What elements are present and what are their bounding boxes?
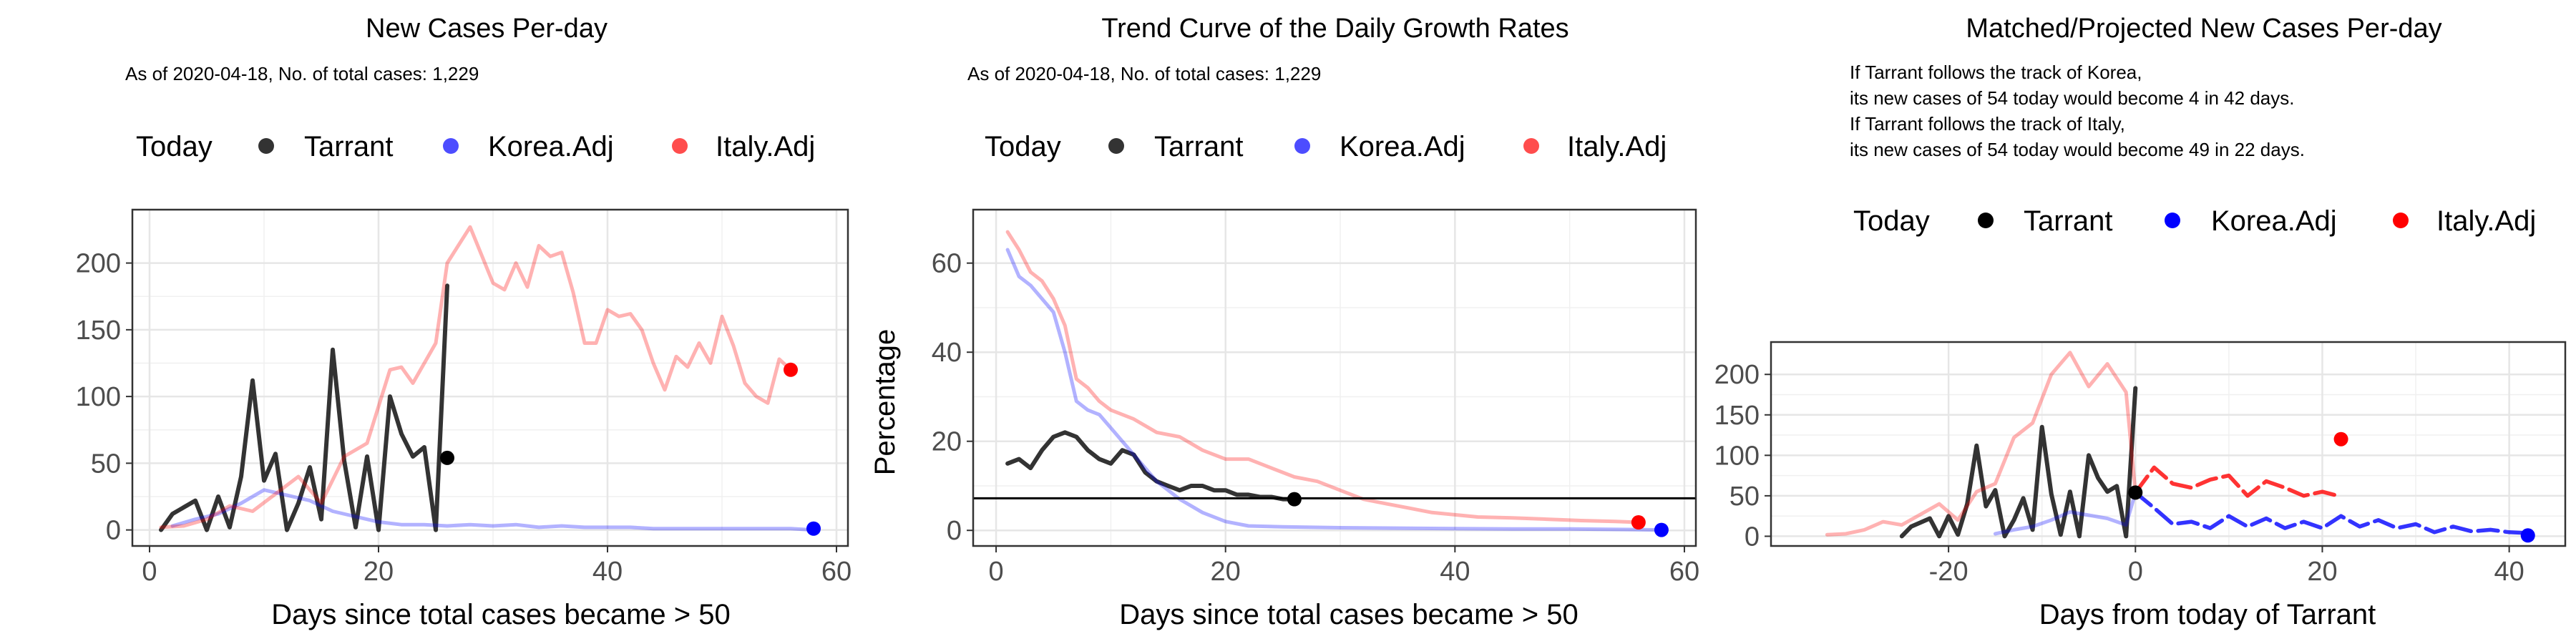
panel-3-legend: Today Tarrant Korea.Adj Italy.Adj — [1853, 205, 2536, 237]
plot-frame — [1770, 341, 2567, 547]
legend-tarrant-marker — [1108, 138, 1124, 154]
legend-title: Today — [136, 131, 213, 162]
legend-korea-label: Korea.Adj — [2211, 205, 2337, 237]
tick-label-x: 20 — [1211, 557, 1241, 587]
legend-italy-label: Italy.Adj — [716, 131, 815, 162]
tick-label-y: 0 — [947, 516, 962, 546]
legend-korea-marker — [2165, 213, 2180, 228]
series-line-italy-adj — [159, 225, 793, 530]
today-point — [2333, 431, 2348, 447]
panel-1-plot: 0 20 40 60 0 50 100 150 200 — [76, 208, 852, 587]
legend-italy-label: Italy.Adj — [1567, 131, 1667, 162]
panel-1-legend: Today Tarrant Korea.Adj Italy.Adj — [136, 131, 815, 162]
tick-label-x: 40 — [1440, 557, 1470, 587]
tick-label-x: -20 — [1929, 557, 1968, 587]
today-point — [2520, 528, 2535, 543]
panel-projected: Matched/Projected New Cases Per-day If T… — [1714, 14, 2567, 630]
series-line-tarrant — [1899, 386, 2138, 539]
legend-italy-label: Italy.Adj — [2436, 205, 2536, 237]
legend-title: Today — [985, 131, 1061, 162]
legend-title: Today — [1853, 205, 1930, 237]
series-line-korea-adj — [1005, 248, 1664, 532]
today-point — [1631, 515, 1646, 530]
legend-tarrant-label: Tarrant — [304, 131, 394, 162]
panel-growth-rates: Trend Curve of the Daily Growth Rates As… — [869, 14, 1699, 630]
legend-tarrant-label: Tarrant — [2024, 205, 2113, 237]
legend-tarrant-marker — [1978, 213, 1994, 228]
panel-3-title: Matched/Projected New Cases Per-day — [1966, 14, 2441, 44]
legend-tarrant-marker — [258, 138, 274, 154]
today-point — [1287, 492, 1302, 507]
panel-2-title: Trend Curve of the Daily Growth Rates — [1101, 14, 1568, 44]
tick-label-x: 40 — [592, 557, 623, 587]
tick-label-y: 0 — [1745, 522, 1760, 552]
legend-tarrant-label: Tarrant — [1154, 131, 1244, 162]
tick-label-y: 50 — [91, 449, 121, 479]
panel-2-plot: 0 20 40 60 0 20 40 60 — [932, 208, 1699, 587]
plot-background — [973, 210, 1696, 546]
legend-korea-marker — [1294, 138, 1310, 154]
panel-2-ylabel: Percentage — [869, 329, 901, 476]
today-point — [806, 521, 821, 536]
legend-korea-marker — [443, 138, 459, 154]
panel-2-xlabel: Days since total cases became > 50 — [1119, 599, 1578, 630]
tick-label-x: 0 — [142, 557, 157, 587]
tick-label-y: 20 — [932, 427, 962, 457]
legend-italy-marker — [672, 138, 688, 154]
legend-italy-marker — [1523, 138, 1539, 154]
tick-label-y: 100 — [1714, 441, 1760, 471]
series-line-korea-adj — [1993, 490, 2137, 536]
tick-label-x: 60 — [1669, 557, 1699, 587]
tick-label-y: 200 — [1714, 360, 1760, 390]
today-point — [440, 450, 454, 465]
tick-label-y: 150 — [76, 316, 121, 346]
plot-background — [1771, 342, 2565, 546]
panel-3-plot: -20 0 20 40 0 50 100 150 200 — [1714, 341, 2567, 587]
series-line-italy-adj — [1005, 230, 1641, 525]
series-line-tarrant — [1005, 430, 1297, 502]
legend-korea-label: Korea.Adj — [488, 131, 614, 162]
series-line-korea-adj — [170, 488, 816, 532]
today-point — [2128, 485, 2143, 500]
tick-label-y: 50 — [1729, 482, 1760, 512]
panel-2-legend: Today Tarrant Korea.Adj Italy.Adj — [985, 131, 1667, 162]
panel-1-title: New Cases Per-day — [366, 14, 608, 44]
plot-frame — [131, 208, 849, 547]
panel-1-xlabel: Days since total cases became > 50 — [271, 599, 730, 630]
legend-italy-marker — [2393, 213, 2409, 228]
panel-1-subtitle: As of 2020-04-18, No. of total cases: 1,… — [125, 63, 479, 84]
tick-label-y: 200 — [76, 249, 121, 279]
tick-label-y: 150 — [1714, 401, 1760, 431]
panel-3-subtitle-line-3: If Tarrant follows the track of Italy, — [1850, 113, 2125, 135]
plot-frame — [972, 208, 1697, 547]
plot-background — [132, 210, 848, 546]
panel-3-subtitle-line-2: its new cases of 54 today would become 4… — [1850, 87, 2294, 109]
series-line-tarrant — [159, 283, 449, 532]
tick-label-x: 0 — [2128, 557, 2143, 587]
tick-label-y: 100 — [76, 382, 121, 412]
tick-label-y: 0 — [106, 516, 121, 546]
series-line-korea-adj — [2133, 490, 2530, 535]
legend-korea-label: Korea.Adj — [1340, 131, 1465, 162]
series-line-italy-adj — [2133, 465, 2343, 499]
series-line-italy-adj — [1825, 351, 2137, 537]
panel-3-subtitle-line-4: its new cases of 54 today would become 4… — [1850, 139, 2305, 160]
panel-new-cases: New Cases Per-day As of 2020-04-18, No. … — [76, 14, 852, 630]
tick-label-x: 40 — [2494, 557, 2524, 587]
panel-2-subtitle: As of 2020-04-18, No. of total cases: 1,… — [967, 63, 1321, 84]
tick-label-x: 20 — [364, 557, 394, 587]
tick-label-y: 40 — [932, 338, 962, 368]
today-point — [1654, 522, 1669, 537]
panel-3-xlabel: Days from today of Tarrant — [2039, 599, 2376, 630]
tick-label-x: 0 — [988, 557, 1003, 587]
panel-3-subtitle-line-1: If Tarrant follows the track of Korea, — [1850, 62, 2142, 83]
tick-label-x: 60 — [821, 557, 852, 587]
today-point — [784, 362, 798, 377]
tick-label-y: 60 — [932, 249, 962, 279]
tick-label-x: 20 — [2307, 557, 2337, 587]
